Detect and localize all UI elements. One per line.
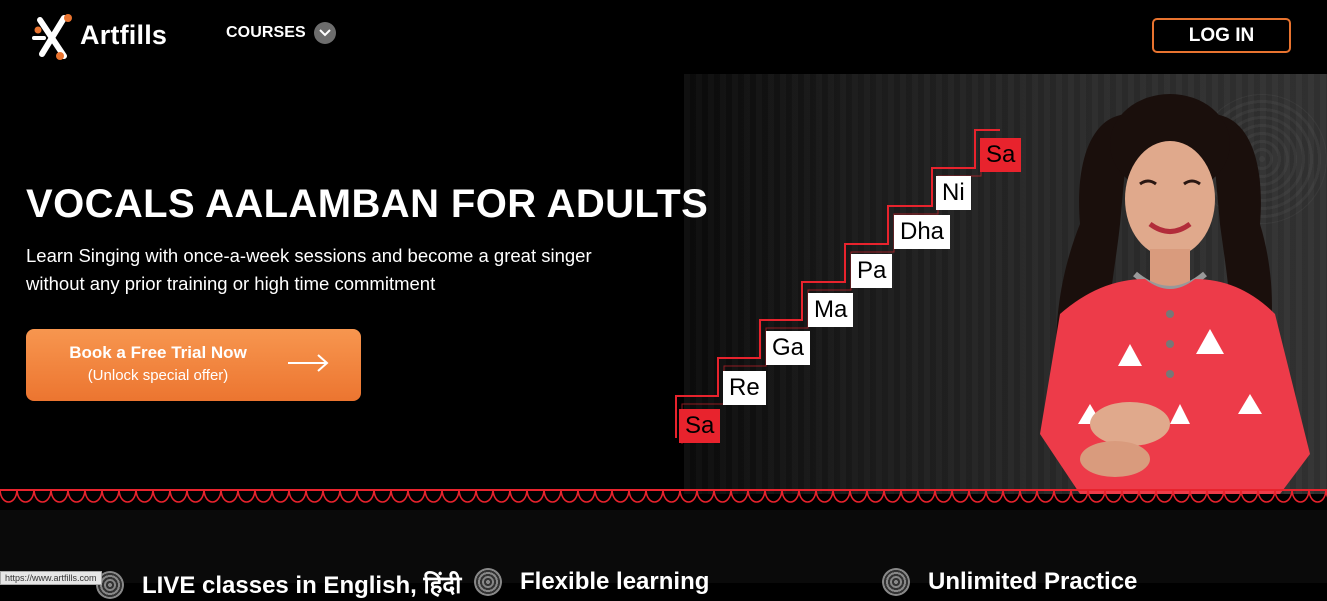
artfills-logo-icon (32, 14, 72, 60)
login-button[interactable]: LOG IN (1152, 18, 1291, 53)
brand-name: Artfills (80, 19, 168, 50)
chevron-down-icon[interactable] (313, 22, 336, 44)
courses-menu[interactable]: COURSES (226, 22, 336, 44)
top-navbar: Artfills COURSES LOG IN (0, 0, 1327, 74)
mandala-icon (474, 568, 502, 596)
artfills-logo[interactable]: Artfills (30, 8, 167, 62)
feature-label: Flexible learning (520, 568, 710, 595)
book-free-trial-button[interactable]: Book a Free Trial Now (Unlock special of… (26, 329, 361, 401)
courses-label: COURSES (226, 24, 306, 41)
cta-text: Book a Free Trial Now (Unlock special of… (58, 343, 258, 384)
feature-flexible-learning: Flexible learning (474, 568, 709, 596)
feature-label: Unlimited Practice (928, 568, 1138, 595)
page-title: VOCALS AALAMBAN FOR ADULTS (26, 182, 709, 226)
mandala-icon (882, 568, 910, 596)
cta-main-label: Book a Free Trial Now (69, 343, 247, 362)
hero-section: VOCALS AALAMBAN FOR ADULTS Learn Singing… (0, 74, 1327, 494)
feature-unlimited-practice: Unlimited Practice (882, 568, 1137, 596)
features-row: LIVE classes in English, हिंदी Flexible … (0, 510, 1327, 599)
feature-live-classes: LIVE classes in English, हिंदी (96, 568, 461, 601)
instructor-image (1040, 94, 1310, 494)
arrow-right-icon (288, 354, 329, 372)
feature-label: LIVE classes in English, हिंदी (142, 572, 462, 599)
cta-sub-label: (Unlock special offer) (87, 367, 229, 384)
decorative-loop-divider (0, 489, 1327, 503)
hero-subtitle: Learn Singing with once-a-week sessions … (26, 245, 592, 294)
